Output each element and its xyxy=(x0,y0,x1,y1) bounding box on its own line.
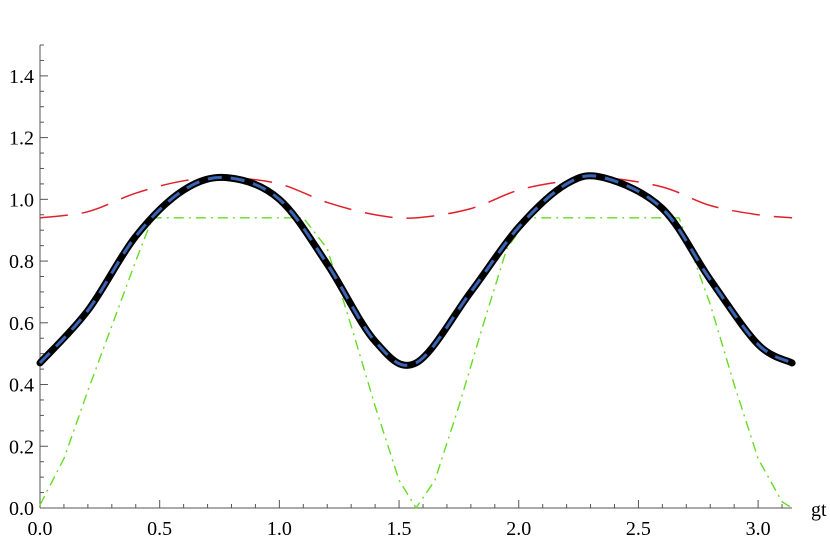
y-tick-label: 0.4 xyxy=(9,375,34,397)
x-tick-label: 1.0 xyxy=(267,518,292,540)
y-tick-label: 1.0 xyxy=(9,189,34,211)
x-tick-label: 0.0 xyxy=(28,518,53,540)
x-tick-label: 2.5 xyxy=(626,518,651,540)
y-tick-label: 0.6 xyxy=(9,313,34,335)
x-tick-label: 0.5 xyxy=(147,518,172,540)
y-tick-label: 0.0 xyxy=(9,498,34,520)
y-tick-label: 1.4 xyxy=(9,66,34,88)
ticks xyxy=(39,44,783,509)
series-line-long-dash xyxy=(39,176,793,219)
x-tick-label: 3.0 xyxy=(746,518,771,540)
y-tick-label: 1.2 xyxy=(9,128,34,150)
x-axis-title: gt xyxy=(811,499,827,521)
x-tick-label: 1.5 xyxy=(387,518,412,540)
series-line-dashed xyxy=(38,174,793,367)
series-line-solid-thick xyxy=(36,172,796,369)
tick-labels: 0.0 0.5 1.0 1.5 2.0 2.5 3.0 0.0 0.2 0.4 0.6 0.8 1.0 1… xyxy=(9,66,771,540)
x-tick-label: 2.0 xyxy=(506,518,531,540)
series-layer xyxy=(36,172,796,509)
y-tick-label: 0.2 xyxy=(9,436,34,458)
axes xyxy=(39,45,792,509)
y-tick-label: 0.8 xyxy=(9,251,34,273)
series-line-dash-dot xyxy=(39,217,793,509)
